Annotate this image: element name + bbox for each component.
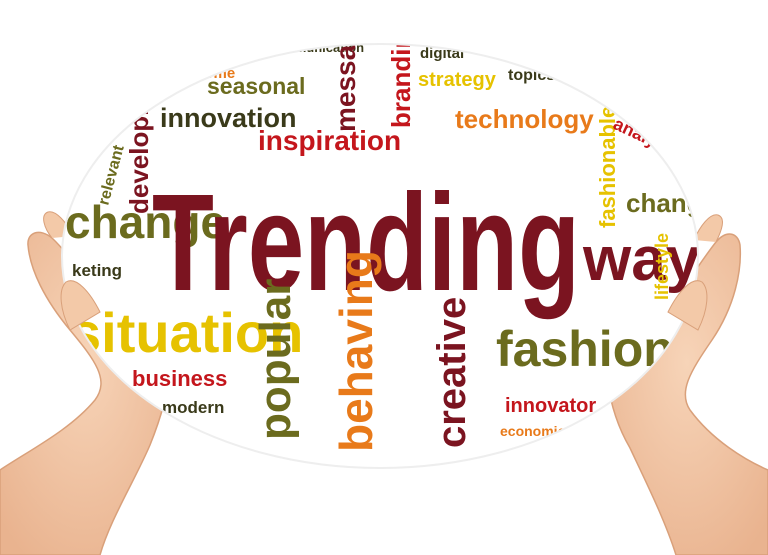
word-business: business — [132, 366, 227, 391]
word-inspiration: inspiration — [258, 125, 401, 156]
left-fingertips — [60, 280, 101, 331]
right-fingertips — [667, 280, 708, 331]
word-innovation: innovation — [160, 103, 297, 133]
word-trending: Trending — [152, 166, 580, 320]
word-change: change — [65, 196, 226, 248]
word-behaving: behaving — [330, 250, 382, 452]
word-creative: creative — [430, 297, 474, 448]
word-popular: popular — [251, 279, 300, 440]
sphere-edge — [61, 43, 699, 469]
word-communication: communication — [268, 40, 364, 55]
word-fashionable: fashionable — [595, 106, 620, 228]
word-message: message — [330, 12, 361, 132]
word-fashion: fashion — [496, 321, 674, 377]
word-strategy: strategy — [418, 69, 497, 91]
word-sphere — [62, 44, 698, 468]
word-marketing: keting — [72, 261, 122, 280]
word-technology: technology — [455, 104, 594, 134]
word-development: development — [124, 53, 154, 214]
word-way: way — [582, 225, 701, 294]
word-innovator: innovator — [505, 395, 596, 417]
word-seasonal: seasonal — [207, 73, 305, 99]
word-branding: branding — [386, 17, 416, 128]
word-situation: situation — [70, 301, 303, 364]
word-lifestyle: lifestyle — [652, 233, 672, 300]
word-modern: modern — [162, 398, 224, 417]
word-economic: economic — [500, 423, 566, 439]
